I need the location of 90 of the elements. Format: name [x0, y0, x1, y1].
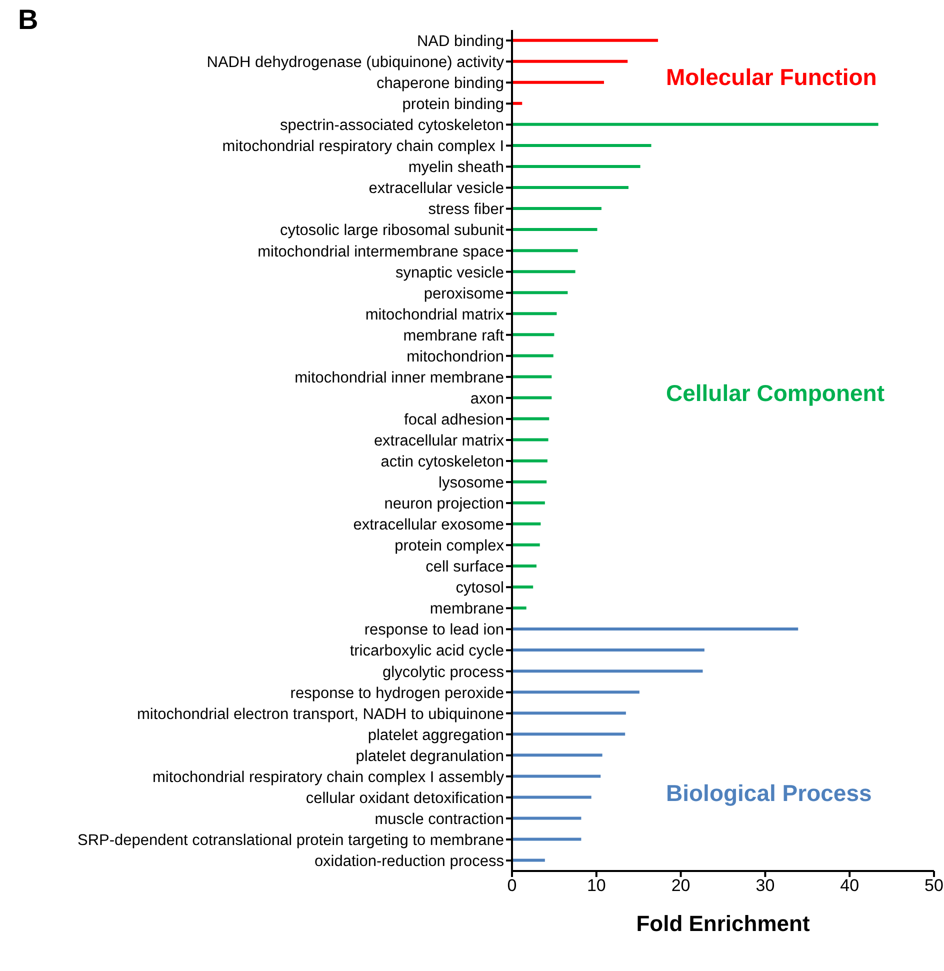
- bar: [512, 312, 557, 316]
- bar: [512, 60, 628, 63]
- bar: [512, 732, 626, 736]
- bar: [512, 858, 545, 862]
- x-tick-label: 40: [840, 876, 860, 896]
- y-tick-label: focal adhesion: [404, 411, 504, 428]
- bar: [512, 670, 703, 673]
- y-tick-label: protein binding: [402, 96, 504, 114]
- bar: [512, 543, 540, 546]
- x-tick-label: 20: [671, 876, 690, 896]
- y-tick-label: mitochondrial electron transport, NADH to ubiquinone: [136, 706, 504, 723]
- y-tick-label: axon: [470, 390, 504, 408]
- y-tick-label: cellular oxidant detoxification: [306, 790, 504, 807]
- bar: [512, 249, 578, 252]
- y-tick-label: SRP-dependent cotranslational protein targeting to membrane: [77, 832, 504, 849]
- bar: [512, 207, 602, 210]
- y-tick-label: tricarboxylic acid cycle: [350, 642, 504, 660]
- bar: [512, 417, 550, 420]
- bar: [512, 501, 545, 504]
- bar: [512, 480, 547, 484]
- bar: [512, 690, 640, 694]
- annotation: Molecular Function: [666, 64, 877, 91]
- bar: [512, 354, 554, 358]
- bar: [512, 648, 704, 652]
- bar: [512, 122, 878, 126]
- y-tick-label: glycolytic process: [382, 664, 504, 681]
- text: B: [18, 4, 38, 36]
- y-tick-label: extracellular vesicle: [368, 180, 504, 198]
- y-tick-label: mitochondrial respiratory chain complex I assembly: [152, 768, 504, 786]
- bar: [512, 291, 568, 294]
- y-tick-label: myelin sheath: [408, 159, 504, 176]
- y-tick-label: lysosome: [438, 474, 504, 492]
- bar: [512, 606, 526, 610]
- bar: [512, 712, 626, 715]
- y-tick-label: mitochondrion: [406, 348, 504, 366]
- y-tick-label: mitochondrial inner membrane: [294, 369, 504, 386]
- y-tick-label: neuron projection: [384, 496, 504, 513]
- y-tick-label: chaperone binding: [376, 75, 504, 92]
- y-tick-label: oxidation-reduction process: [314, 852, 504, 870]
- y-tick-label: spectrin-associated cytoskeleton: [280, 117, 504, 134]
- bar: [512, 270, 576, 274]
- bar: [512, 144, 652, 147]
- y-tick-label: mitochondrial matrix: [365, 306, 504, 324]
- annotation: Cellular Component: [666, 380, 885, 407]
- bar: [512, 522, 541, 526]
- bar: [512, 396, 552, 400]
- y-tick-label: membrane: [430, 600, 504, 618]
- y-tick-label: platelet degranulation: [356, 748, 504, 765]
- bar: [512, 585, 534, 588]
- bar: [512, 754, 602, 757]
- y-tick-label: cytosol: [456, 580, 504, 597]
- bar: [512, 164, 640, 168]
- bar: [512, 774, 601, 778]
- x-tick-label: 30: [756, 876, 775, 896]
- y-tick-label: mitochondrial intermembrane space: [258, 243, 504, 260]
- bar: [512, 38, 658, 42]
- y-tick-label: extracellular matrix: [374, 432, 504, 450]
- bar: [512, 186, 628, 190]
- annotation: Biological Process: [666, 780, 872, 807]
- bar: [512, 80, 604, 84]
- y-tick-label: NADH dehydrogenase (ubiquinone) activity: [206, 54, 504, 72]
- y-tick-label: extracellular exosome: [353, 516, 504, 534]
- y-tick-label: response to hydrogen peroxide: [290, 684, 504, 702]
- y-tick-label: synaptic vesicle: [395, 264, 504, 282]
- y-tick-label: NAD binding: [416, 33, 504, 50]
- bar: [512, 438, 548, 442]
- x-tick-label: 10: [586, 876, 606, 896]
- y-tick-label: cytosolic large ribosomal subunit: [280, 222, 505, 240]
- x-tick-label: 50: [924, 876, 944, 896]
- bar: [512, 375, 552, 378]
- y-tick-label: protein complex: [394, 538, 504, 555]
- y-tick-label: peroxisome: [424, 285, 504, 302]
- bar: [512, 796, 592, 799]
- y-tick-label: mitochondrial respiratory chain complex I: [222, 138, 504, 156]
- bar: [512, 564, 536, 568]
- bar: [512, 816, 582, 820]
- bar: [512, 459, 548, 462]
- bar: [512, 628, 798, 631]
- bar: [512, 333, 554, 336]
- y-tick-label: membrane raft: [403, 327, 505, 344]
- bar: [512, 228, 598, 232]
- y-tick-label: platelet aggregation: [368, 726, 504, 744]
- y-tick-label: muscle contraction: [374, 810, 504, 828]
- x-axis-title: Fold Enrichment: [636, 911, 810, 936]
- y-tick-label: actin cytoskeleton: [380, 454, 504, 471]
- y-tick-label: response to lead ion: [364, 622, 504, 639]
- y-tick-label: stress fiber: [428, 201, 504, 218]
- x-tick-label: 0: [507, 876, 517, 896]
- y-tick-label: cell surface: [426, 558, 504, 576]
- bar: [512, 838, 582, 841]
